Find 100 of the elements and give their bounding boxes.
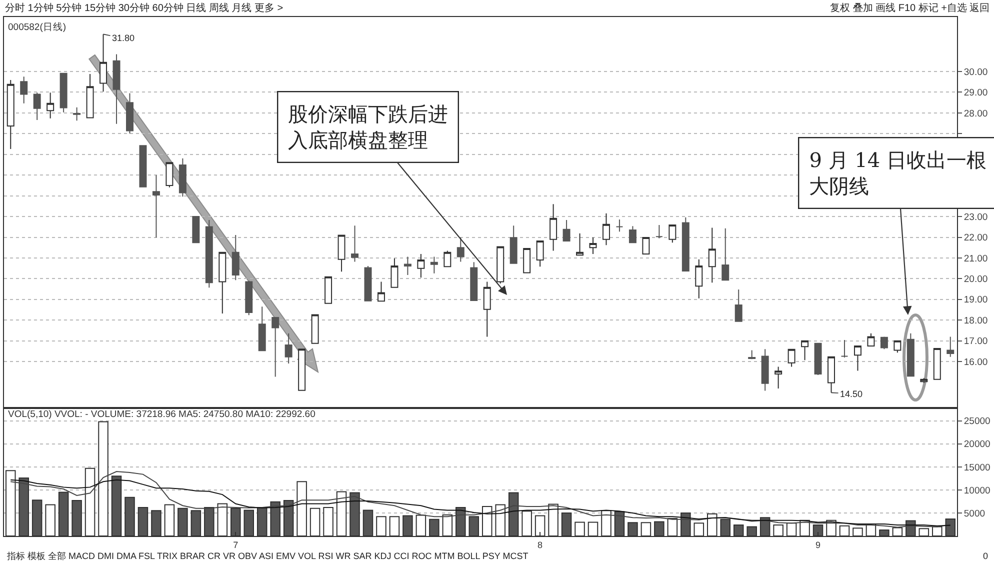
- candlestick: [86, 73, 94, 118]
- y-tick-label: 23.00: [964, 212, 988, 223]
- candlestick: [761, 348, 769, 392]
- candlestick: [814, 342, 822, 376]
- y-tick-label: 16.00: [964, 356, 988, 368]
- candlestick: [444, 250, 452, 268]
- candlestick: [166, 162, 174, 188]
- candlestick: [576, 232, 584, 256]
- candlestick: [682, 216, 690, 272]
- candlestick: [338, 234, 346, 272]
- candlestick: [854, 346, 862, 372]
- candlestick: [550, 204, 558, 252]
- y-tick-label: 20000: [964, 439, 990, 450]
- candlestick: [828, 356, 835, 394]
- candlestick: [523, 248, 531, 274]
- y-tick-label: 19.00: [964, 294, 988, 306]
- candlestick: [112, 54, 120, 124]
- candlestick: [616, 218, 624, 232]
- candlestick: [933, 348, 941, 380]
- candlestick: [73, 106, 81, 122]
- candlestick: [258, 306, 266, 352]
- candlestick: [867, 332, 875, 347]
- candlestick: [655, 224, 663, 239]
- x-tick-label: 9: [816, 540, 821, 550]
- candlestick: [602, 212, 610, 246]
- candlestick: [178, 158, 186, 198]
- candlestick: [218, 252, 226, 314]
- y-tick-label: 5000: [964, 508, 986, 520]
- candlestick: [126, 92, 134, 134]
- candlestick: [364, 266, 372, 302]
- candlestick: [46, 92, 54, 119]
- annotation: 9 月 14 日收出一根大阴线: [809, 148, 986, 198]
- annotation: 31.80: [112, 33, 135, 43]
- y-tick-label: 17.00: [964, 336, 988, 348]
- candlestick: [205, 220, 213, 288]
- candlestick: [311, 314, 319, 344]
- candlestick: [589, 236, 597, 255]
- candlestick: [232, 234, 240, 281]
- candlestick: [801, 340, 809, 361]
- text: 分时 1分钟 5分钟 15分钟 30分钟 60分钟 日线 周线 月线 更多 >: [5, 2, 284, 14]
- candlestick: [284, 332, 292, 364]
- candlestick: [245, 280, 253, 316]
- candlestick: [351, 225, 358, 262]
- text: 0: [983, 551, 988, 561]
- candlestick: [192, 216, 200, 244]
- candlestick: [272, 316, 280, 378]
- candlestick: [377, 281, 385, 302]
- candlestick: [100, 34, 108, 92]
- candlestick: [324, 276, 332, 304]
- candlestick: [390, 258, 398, 288]
- candlestick: [628, 226, 636, 244]
- y-tick-label: 10000: [964, 485, 990, 496]
- candlestick: [496, 246, 504, 284]
- annotation: 14.50: [840, 389, 863, 399]
- candlestick: [880, 336, 888, 350]
- candlestick: [60, 72, 68, 113]
- candlestick: [456, 236, 464, 262]
- candlestick: [33, 92, 41, 120]
- y-tick-label: 25000: [964, 416, 990, 428]
- candlestick: [788, 348, 796, 368]
- candlestick: [748, 350, 756, 360]
- candlestick: [946, 336, 954, 358]
- candlestick: [536, 240, 544, 268]
- line-series: [10, 471, 951, 528]
- annotation: 股价深幅下跌后进入底部横盘整理: [288, 102, 448, 152]
- candlestick: [906, 332, 914, 377]
- candlestick: [668, 224, 676, 244]
- x-tick-label: 8: [538, 540, 543, 550]
- text: 000582(日线): [8, 21, 66, 33]
- candlestick: [840, 340, 848, 358]
- candlestick: [642, 236, 650, 255]
- y-tick-label: 29.00: [964, 88, 988, 99]
- x-tick-label: 7: [233, 540, 238, 550]
- candlestick: [20, 76, 28, 104]
- line-series: [10, 479, 951, 526]
- candlestick: [152, 174, 160, 238]
- y-tick-label: 20.00: [964, 274, 988, 286]
- y-tick-label: 18.00: [964, 315, 988, 326]
- candlestick: [774, 366, 782, 390]
- candlestick: [6, 79, 14, 150]
- chart-title: VOL(5,10) VVOL: - VOLUME: 37218.96 MA5: 24750.80 MA10: 22992.60: [8, 409, 316, 420]
- candlestick: [139, 145, 147, 188]
- y-tick-label: 22.00: [964, 232, 988, 244]
- candlestick: [722, 228, 730, 281]
- candlestick: [298, 348, 306, 391]
- candlestick: [510, 225, 518, 264]
- candlestick: [430, 256, 438, 274]
- text: 指标 模板 全部 MACD DMI DMA FSL TRIX BRAR CR VR OBV ASI EMV VOL RSI WR SAR KDJ CCI ROC MTM BOLL PSY MCST: [6, 551, 529, 561]
- candlestick: [483, 281, 491, 338]
- candlestick: [562, 220, 570, 242]
- candlestick: [470, 262, 478, 301]
- candlestick: [417, 254, 425, 278]
- candlestick: [894, 340, 902, 354]
- candlestick: [404, 256, 412, 276]
- y-tick-label: 30.00: [964, 66, 988, 78]
- y-tick-label: 21.00: [964, 253, 988, 264]
- text: 复权 叠加 画线 F10 标记 +自选 返回: [830, 2, 990, 14]
- y-tick-label: 28.00: [964, 108, 988, 120]
- candlestick: [695, 258, 703, 299]
- candlestick: [708, 227, 716, 284]
